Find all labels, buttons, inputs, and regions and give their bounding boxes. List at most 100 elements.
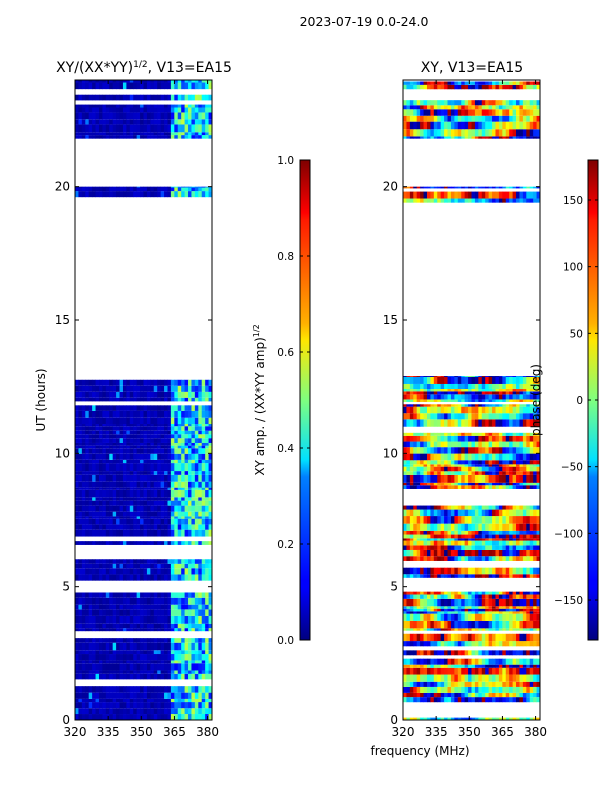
amp-heatmap-cell	[81, 597, 86, 605]
phase-heatmap-cell	[403, 516, 407, 524]
amp-heatmap-cell	[116, 94, 120, 101]
amp-heatmap-cell	[150, 489, 155, 498]
phase-heatmap-cell	[522, 591, 527, 595]
amp-heatmap-cell	[88, 623, 93, 629]
amp-heatmap-cell	[136, 445, 141, 449]
phase-heatmap-cell	[478, 667, 483, 675]
phase-heatmap-cell	[450, 413, 455, 420]
amp-heatmap-cell	[92, 541, 96, 545]
phase-heatmap-cell	[488, 447, 493, 454]
amp-heatmap-cell	[129, 500, 134, 506]
phase-heatmap-cell	[403, 509, 407, 517]
amp-heatmap-cell	[140, 426, 144, 431]
phase-heatmap-cell	[519, 435, 524, 442]
phase-heatmap-cell	[509, 413, 514, 420]
phase-heatmap-cell	[536, 633, 540, 642]
amp-heatmap-cell	[122, 702, 127, 709]
amp-heatmap-cell	[167, 686, 172, 693]
phase-heatmap-cell	[433, 509, 438, 517]
amp-heatmap-cell	[160, 673, 165, 680]
amp-heatmap-cell	[136, 391, 141, 398]
amp-heatmap-cell	[164, 516, 168, 519]
amp-heatmap-cell	[191, 397, 196, 402]
amp-heatmap-cell	[201, 474, 206, 482]
phase-heatmap-cell	[485, 692, 490, 698]
amp-heatmap-cell	[201, 124, 206, 133]
phase-heatmap-cell	[464, 574, 469, 578]
phase-heatmap-cell	[420, 697, 424, 703]
amp-heatmap-cell	[136, 489, 141, 498]
phase-heatmap-cell	[526, 466, 531, 472]
amp-heatmap-cell	[78, 426, 83, 431]
amp-heatmap-cell	[146, 500, 151, 506]
amp-heatmap-cell	[122, 186, 127, 188]
amp-heatmap-cell	[126, 82, 131, 90]
phase-heatmap-cell	[403, 628, 407, 631]
amp-heatmap-cell	[170, 430, 175, 435]
amp-heatmap-cell	[81, 516, 86, 519]
phase-heatmap-cell	[478, 620, 483, 629]
phase-heatmap-cell	[471, 717, 476, 720]
phase-heatmap-cell	[474, 419, 479, 427]
amp-heatmap-cell	[95, 112, 100, 120]
phase-heatmap-cell	[426, 620, 431, 629]
amp-heatmap-cell	[78, 628, 83, 632]
phase-heatmap-cell	[406, 523, 411, 531]
phase-heatmap-cell	[519, 406, 524, 414]
amp-heatmap-cell	[164, 132, 168, 136]
amp-heatmap-cell	[157, 592, 162, 598]
amp-heatmap-cell	[174, 187, 179, 192]
amp-heatmap-cell	[167, 445, 172, 449]
phase-heatmap-cell	[519, 545, 524, 550]
amp-heatmap-cell	[88, 708, 93, 715]
phase-heatmap-cell	[533, 667, 537, 675]
amp-heatmap-cell	[174, 692, 179, 699]
amp-heatmap-cell	[181, 442, 186, 446]
amp-heatmap-cell	[188, 615, 192, 624]
amp-heatmap-cell	[181, 654, 186, 661]
phase-heatmap-cell	[481, 697, 486, 703]
amp-heatmap-cell	[78, 670, 83, 674]
amp-heatmap-cell	[95, 660, 100, 664]
amp-heatmap-cell	[133, 135, 138, 139]
amp-heatmap-cell	[181, 518, 186, 525]
phase-heatmap-cell	[409, 406, 414, 414]
amp-heatmap-cell	[85, 448, 90, 454]
phase-heatmap-cell	[492, 658, 496, 665]
amp-heatmap-cell	[174, 702, 179, 709]
phase-heatmap-cell	[505, 419, 510, 427]
amp-heatmap-cell	[133, 410, 138, 418]
amp-heatmap-cell	[164, 448, 168, 454]
amp-heatmap-cell	[95, 529, 100, 537]
amp-heatmap-cell	[140, 673, 144, 680]
amp-heatmap-cell	[102, 119, 107, 125]
phase-heatmap-cell	[495, 697, 500, 703]
amp-heatmap-cell	[105, 609, 110, 616]
phase-heatmap-cell	[416, 664, 421, 668]
amp-heatmap-cell	[191, 663, 196, 671]
phase-heatmap-cell	[471, 464, 476, 467]
amp-heatmap-cell	[146, 112, 151, 120]
phase-heatmap-cell	[406, 406, 411, 414]
amp-heatmap-cell	[116, 107, 120, 113]
amp-heatmap-cell	[122, 592, 127, 598]
amp-heatmap-cell	[98, 660, 103, 664]
amp-heatmap-cell	[143, 481, 148, 488]
phase-heatmap-cell	[447, 471, 452, 475]
amp-heatmap-cell	[184, 516, 189, 519]
amp-heatmap-cell	[205, 191, 209, 198]
phase-heatmap-cell	[454, 453, 459, 461]
amp-heatmap-cell	[88, 692, 93, 699]
phase-heatmap-cell	[474, 692, 479, 698]
amp-heatmap-cell	[116, 497, 120, 501]
phase-heatmap-cell	[416, 641, 421, 647]
amp-heatmap-cell	[92, 191, 96, 198]
amp-heatmap-cell	[78, 541, 83, 545]
amp-heatmap-cell	[81, 474, 86, 482]
amp-heatmap-cell	[157, 500, 162, 506]
amp-heatmap-cell	[133, 642, 138, 651]
amp-heatmap-cell	[112, 489, 117, 498]
amp-heatmap-cell	[188, 434, 192, 439]
phase-heatmap-cell	[505, 505, 510, 510]
amp-heatmap-cell	[133, 481, 138, 488]
